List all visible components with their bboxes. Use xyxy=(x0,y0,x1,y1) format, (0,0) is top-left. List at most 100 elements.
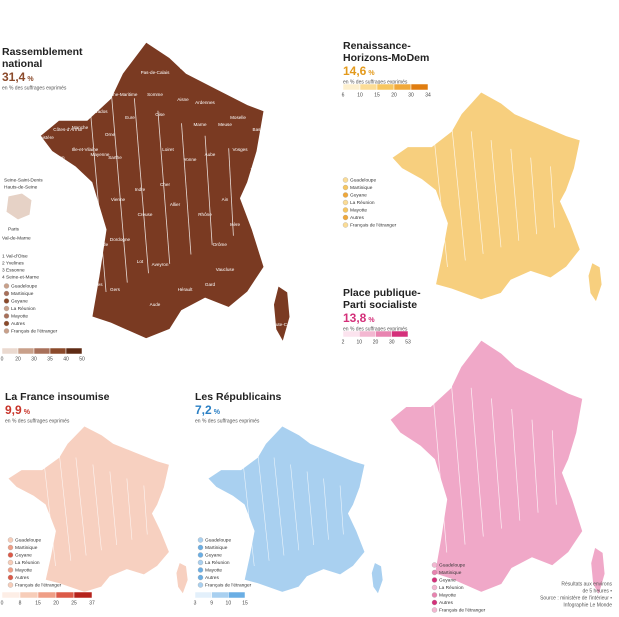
legend-cell xyxy=(359,83,378,91)
overseas-marker xyxy=(3,320,10,327)
department-label: Ille-et-Vilaine xyxy=(72,147,99,152)
panel-title: Parti socialiste xyxy=(343,299,417,311)
overseas-label: Guadeloupe xyxy=(15,537,41,543)
department-label: Dordogne xyxy=(110,237,131,242)
legend-tick: 53 xyxy=(405,339,411,345)
overseas-marker xyxy=(197,582,204,588)
overseas-marker xyxy=(7,537,14,543)
overseas-marker xyxy=(431,562,438,568)
panel-title: La France insoumise xyxy=(5,391,110,403)
legend-cell xyxy=(342,330,360,338)
department-border xyxy=(430,366,448,553)
department-border xyxy=(451,122,466,261)
legend-cell xyxy=(55,591,75,599)
legend-cell xyxy=(1,347,19,355)
overseas-label: Mayotte xyxy=(439,592,456,598)
inset-label: Paris xyxy=(8,226,20,232)
legend-tick: 25 xyxy=(71,600,77,606)
mainland xyxy=(388,338,585,594)
panel-title: Les Républicains xyxy=(195,391,282,403)
overseas-label: Martinique xyxy=(15,545,38,551)
overseas-label: Martinique xyxy=(11,291,34,297)
department-border xyxy=(551,430,557,505)
department-label: Savoie xyxy=(248,212,262,217)
department-border xyxy=(510,148,520,241)
department-label: Territoire de Belfort xyxy=(251,167,291,172)
department-border xyxy=(550,166,555,228)
overseas-marker xyxy=(197,544,204,551)
department-label: Mayenne xyxy=(91,152,110,157)
legend-cell xyxy=(228,591,246,599)
department-border xyxy=(157,110,171,264)
subtitle: en % des suffrages exprimés xyxy=(343,326,408,332)
legend-tick: 20 xyxy=(53,600,59,606)
subtitle: en % des suffrages exprimés xyxy=(2,85,67,91)
legend-tick: 8 xyxy=(19,600,22,606)
inset-label: Val-de-Marne xyxy=(2,235,31,241)
paris-inset xyxy=(5,192,33,221)
department-label: Indre xyxy=(135,187,146,192)
overseas-label: Français de l'étranger xyxy=(350,222,397,228)
overseas-marker xyxy=(342,192,349,198)
overseas-label: Autres xyxy=(205,575,219,581)
department-label: Haute-Corse xyxy=(270,322,296,327)
overseas-label: Français de l'étranger xyxy=(11,328,58,334)
inset-label: 4 Seine-et-Marne xyxy=(2,274,39,280)
overseas-marker xyxy=(3,328,10,334)
subtitle: en % des suffrages exprimés xyxy=(5,418,70,424)
department-border xyxy=(290,464,300,551)
department-border xyxy=(273,457,285,556)
overseas-label: La Réunion xyxy=(350,200,375,206)
legend-tick: 6 xyxy=(342,92,345,98)
overseas-label: Mayotte xyxy=(15,567,32,573)
legend-tick: 15 xyxy=(242,600,248,606)
legend-cell xyxy=(393,83,412,91)
panel-title: Horizons-MoDem xyxy=(343,52,429,64)
legend-cell xyxy=(33,347,51,355)
score: 13,8 xyxy=(343,311,367,325)
department-label: Oise xyxy=(155,112,165,117)
department-border xyxy=(86,73,107,293)
overseas-marker xyxy=(3,283,10,289)
department-border xyxy=(531,419,539,513)
legend-tick: 10 xyxy=(226,600,232,606)
legend-tick: 20 xyxy=(15,356,21,362)
overseas-marker xyxy=(7,559,14,566)
overseas-label: Guyane xyxy=(15,552,32,558)
overseas-marker xyxy=(431,569,438,576)
department-label: Loiret xyxy=(162,147,174,152)
legend-cell xyxy=(17,347,35,355)
overseas-marker xyxy=(197,574,204,581)
department-label: Côtes-d'Armor xyxy=(53,127,83,132)
france-map xyxy=(38,40,292,344)
overseas-marker xyxy=(342,222,349,228)
overseas-label: Mayotte xyxy=(350,207,367,213)
department-label: Lot xyxy=(137,259,144,264)
overseas-label: Autres xyxy=(15,575,29,581)
department-border xyxy=(109,471,117,546)
inset-label: Hauts-de-Seine xyxy=(4,184,38,190)
legend-tick: 30 xyxy=(408,92,414,98)
overseas-label: Guadeloupe xyxy=(350,177,376,183)
legend-cell xyxy=(194,591,212,599)
overseas-marker xyxy=(7,567,14,573)
department-border xyxy=(181,123,192,255)
mainland xyxy=(207,425,366,594)
department-label: Drôme xyxy=(213,242,227,247)
department-border xyxy=(339,485,344,535)
overseas-label: Autres xyxy=(350,215,364,221)
department-label: Manche xyxy=(72,125,89,130)
department-border xyxy=(491,398,502,529)
department-border xyxy=(490,140,502,248)
legend-cell xyxy=(1,591,21,599)
overseas-marker xyxy=(431,592,438,598)
legend-cell xyxy=(19,591,39,599)
legend-cell xyxy=(211,591,229,599)
overseas-label: Martinique xyxy=(439,570,462,576)
overseas-marker xyxy=(197,567,204,573)
overseas-marker xyxy=(3,290,10,297)
overseas-label: Autres xyxy=(439,600,453,606)
department-label: Eure xyxy=(125,115,135,120)
legend-tick: 20 xyxy=(391,92,397,98)
overseas-marker xyxy=(7,544,14,551)
